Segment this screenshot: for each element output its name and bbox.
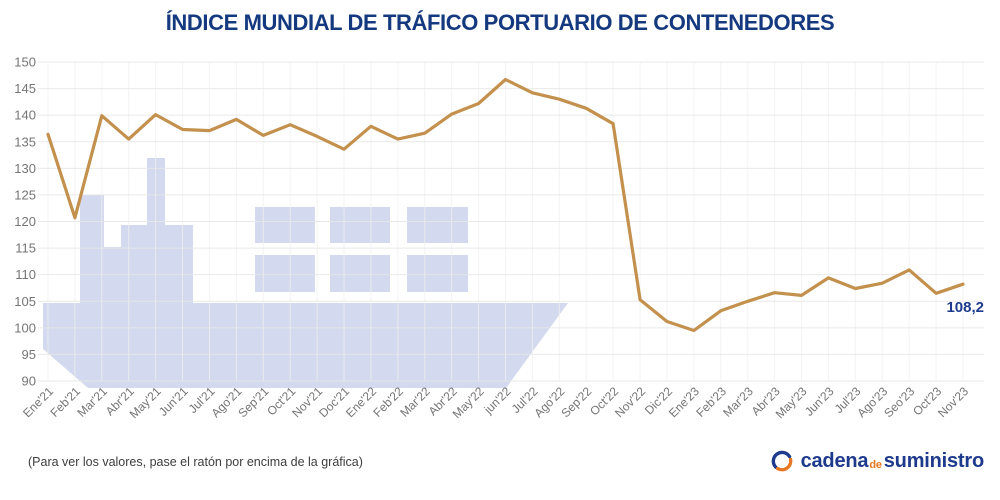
- svg-text:140: 140: [14, 108, 36, 123]
- svg-text:135: 135: [14, 134, 36, 149]
- cadena-de-suministro-logo[interactable]: cadenade suministro: [770, 449, 984, 473]
- logo-word-de: de: [869, 458, 882, 471]
- logo-arc-orange: [775, 457, 792, 472]
- svg-text:jun'22: jun'22: [481, 384, 514, 417]
- svg-text:May'21: May'21: [127, 384, 164, 421]
- svg-text:145: 145: [14, 81, 36, 96]
- page-title: ÍNDICE MUNDIAL DE TRÁFICO PORTUARIO DE C…: [165, 10, 835, 35]
- container-ship-watermark-icon: [43, 158, 568, 388]
- svg-text:Mar'21: Mar'21: [74, 384, 110, 420]
- footer: (Para ver los valores, pase el ratón por…: [0, 445, 1000, 500]
- logo-arc-blue: [771, 450, 791, 469]
- svg-text:Sep'21: Sep'21: [235, 384, 271, 420]
- svg-text:May'23: May'23: [773, 384, 810, 421]
- svg-text:May'22: May'22: [450, 384, 487, 421]
- svg-text:105: 105: [14, 294, 36, 309]
- svg-text:120: 120: [14, 214, 36, 229]
- x-axis-tick-labels: Ene'21Feb'21Mar'21Abr'21May'21Jun'21Jul'…: [20, 384, 971, 421]
- logo-text: cadenade suministro: [800, 449, 985, 473]
- hover-hint: (Para ver los valores, pase el ratón por…: [28, 455, 363, 469]
- svg-text:Ene'21: Ene'21: [20, 384, 56, 420]
- logo-word-cadena: cadena: [800, 449, 869, 472]
- svg-text:Mar'23: Mar'23: [720, 384, 756, 420]
- y-axis-tick-labels: 90 95 100 105 110 115 120 125 130 135 140 145 150: [14, 55, 36, 389]
- svg-text:115: 115: [15, 241, 36, 256]
- svg-text:Jun'21: Jun'21: [156, 384, 191, 419]
- logo-word-suministro: suministro: [883, 449, 984, 472]
- svg-text:Nov'22: Nov'22: [612, 384, 648, 420]
- svg-text:Ene'22: Ene'22: [343, 384, 379, 420]
- svg-text:Sep'22: Sep'22: [558, 384, 594, 420]
- svg-text:Nov'23: Nov'23: [935, 384, 971, 420]
- logo-swirl-icon: [771, 450, 792, 472]
- gridlines: [38, 61, 984, 382]
- container-traffic-index-chart[interactable]: 90 95 100 105 110 115 120 125 130 135 140 145 150 Ene…: [0, 0, 1000, 445]
- svg-text:Ene'23: Ene'23: [666, 384, 702, 420]
- index-line-series[interactable]: [46, 77, 965, 333]
- svg-text:130: 130: [14, 161, 36, 176]
- line-chart[interactable]: 90 95 100 105 110 115 120 125 130 135 140 145 150 Ene…: [0, 0, 1000, 445]
- svg-text:100: 100: [14, 320, 36, 335]
- svg-text:Mar'22: Mar'22: [397, 384, 433, 420]
- svg-text:150: 150: [14, 55, 36, 70]
- last-value-label: 108,2: [946, 299, 984, 316]
- svg-text:Seo'23: Seo'23: [881, 384, 917, 420]
- svg-text:125: 125: [14, 187, 36, 202]
- svg-text:Jun'23: Jun'23: [802, 384, 837, 419]
- svg-text:95: 95: [22, 347, 36, 362]
- svg-text:110: 110: [15, 267, 36, 282]
- svg-text:90: 90: [22, 374, 36, 389]
